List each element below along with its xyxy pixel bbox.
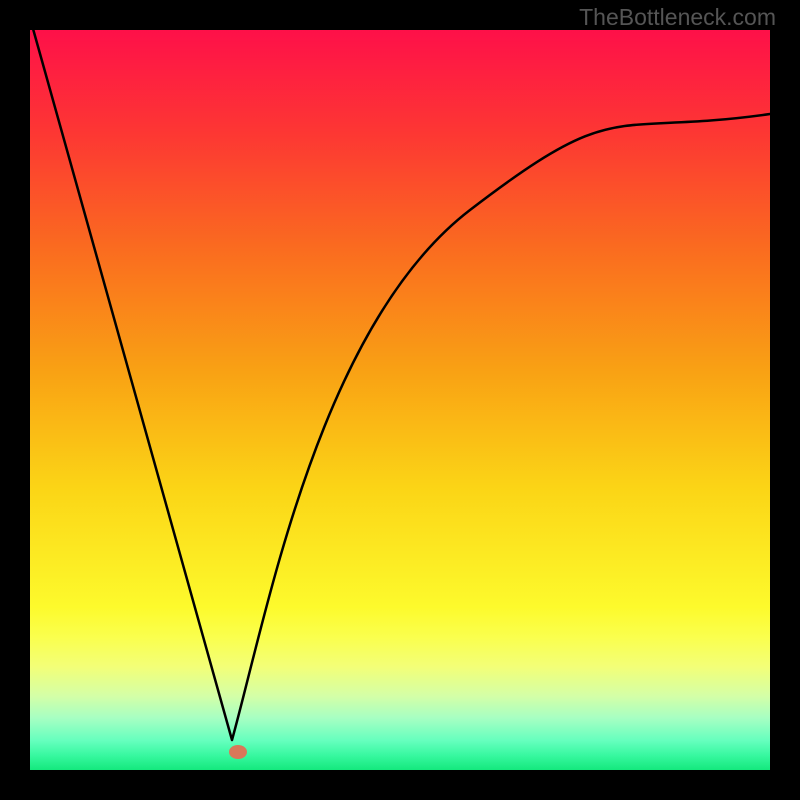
minimum-marker — [229, 745, 247, 759]
curve-layer — [30, 30, 770, 770]
chart-frame: TheBottleneck.com — [0, 0, 800, 800]
v-curve — [30, 18, 770, 740]
plot-area — [30, 30, 770, 770]
watermark-text: TheBottleneck.com — [579, 4, 776, 31]
